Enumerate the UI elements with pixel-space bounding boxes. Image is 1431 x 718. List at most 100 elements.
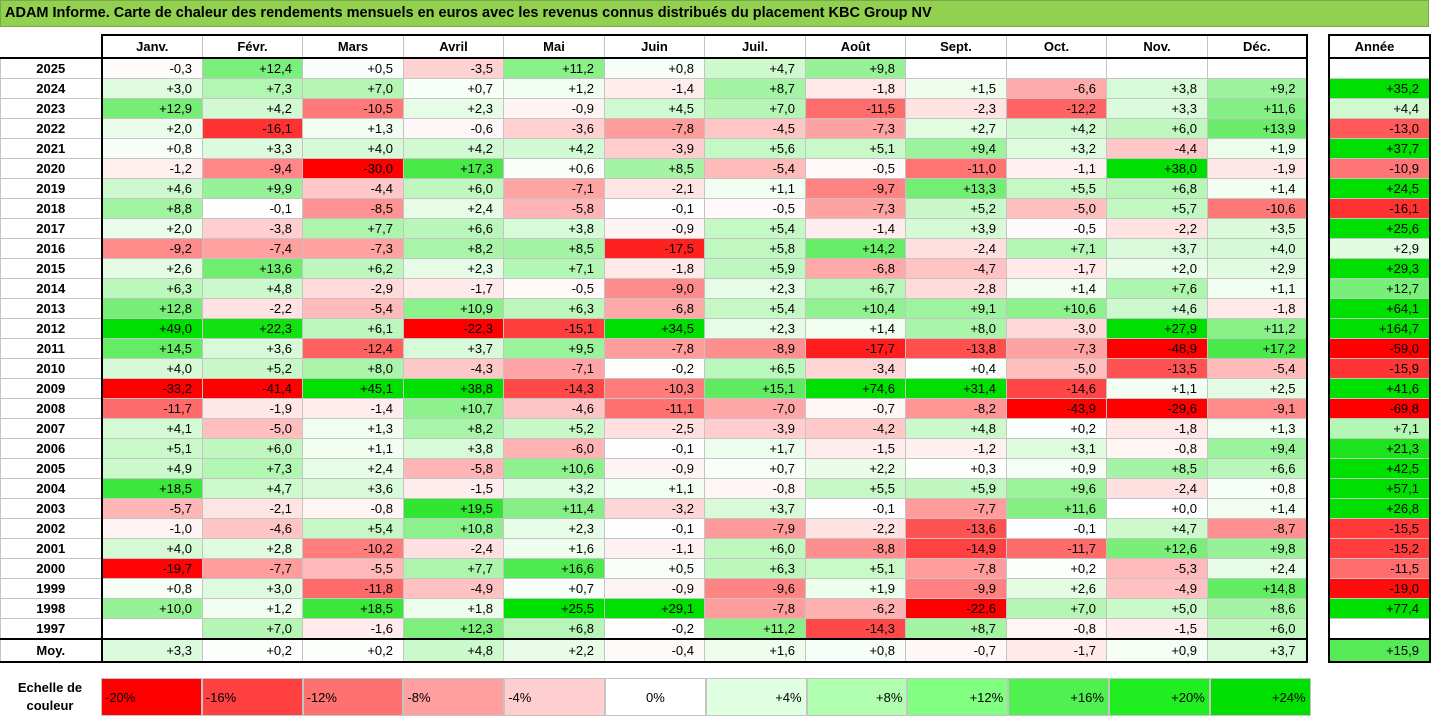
table-row: -10,9: [1328, 158, 1431, 179]
heatmap-cell: -2,4: [403, 538, 504, 559]
heatmap-cell: +3,2: [1006, 138, 1107, 159]
heatmap-cell: -7,9: [704, 518, 806, 539]
heatmap-cell: +2,0: [1106, 258, 1208, 279]
year-label: 2024: [0, 78, 102, 99]
heatmap-cell: +8,6: [1207, 598, 1308, 619]
year-label: 2008: [0, 398, 102, 419]
legend-swatch: 0%: [605, 678, 706, 716]
month-header: Avril: [403, 34, 504, 59]
table-row: 2012 +49,0 +22,3 +6,1 -22,3 -15,1 +34,5 +2,3 +1,…: [0, 318, 1308, 339]
table-row: +29,3: [1328, 258, 1431, 279]
heatmap-cell: -6,2: [805, 598, 906, 619]
heatmap-cell: -2,9: [302, 278, 404, 299]
heatmap-cell: +9,6: [1006, 478, 1107, 499]
heatmap-cell: -1,2: [905, 438, 1007, 459]
heatmap-cell: -1,8: [805, 78, 906, 99]
heatmap-cell: -0,5: [503, 278, 605, 299]
color-scale-legend: Echelle de couleur -20% -16% -12% -8% -4% 0% +…: [0, 676, 1311, 718]
heatmap-cell: +2,7: [905, 118, 1007, 139]
heatmap-cell: +18,5: [302, 598, 404, 619]
annual-cell: +57,1: [1328, 478, 1431, 499]
annual-cell: +21,3: [1328, 438, 1431, 459]
table-row: -15,5: [1328, 518, 1431, 539]
heatmap-cell: +7,1: [1006, 238, 1107, 259]
legend-swatch: +12%: [907, 678, 1009, 716]
heatmap-cell: -1,4: [604, 78, 705, 99]
heatmap-cell: -5,4: [1207, 358, 1308, 379]
heatmap-cell: -2,2: [202, 298, 303, 319]
heatmap-cell: -2,4: [905, 238, 1007, 259]
average-cell: +4,8: [403, 638, 504, 663]
table-row: +7,1: [1328, 418, 1431, 439]
heatmap-cell: -5,4: [704, 158, 806, 179]
heatmap-cell: +7,7: [403, 558, 504, 579]
heatmap-cell: -19,7: [100, 558, 203, 579]
heatmap-cell: +8,5: [604, 158, 705, 179]
heatmap-cell: +38,8: [403, 378, 504, 399]
annual-cell: +12,7: [1328, 278, 1431, 299]
annual-cell: -19,0: [1328, 578, 1431, 599]
heatmap-cell: -10,5: [302, 98, 404, 119]
heatmap-cell: -6,8: [604, 298, 705, 319]
annual-cell: +2,9: [1328, 238, 1431, 259]
table-row: 2004 +18,5 +4,7 +3,6 -1,5 +3,2 +1,1 -0,8 +5,5 +5,…: [0, 478, 1308, 499]
heatmap-cell: -3,6: [503, 118, 605, 139]
year-label: 2019: [0, 178, 102, 199]
year-label: 1999: [0, 578, 102, 599]
heatmap-cell: +14,8: [1207, 578, 1308, 599]
heatmap-cell: -0,8: [1106, 438, 1208, 459]
average-cell: +0,2: [202, 638, 303, 663]
heatmap-cell: -1,8: [604, 258, 705, 279]
table-row: 2010 +4,0 +5,2 +8,0 -4,3 -7,1 -0,2 +6,5 -3,4 +0,4…: [0, 358, 1308, 379]
heatmap-cell: +25,5: [503, 598, 605, 619]
table-row: +2,9: [1328, 238, 1431, 259]
heatmap-cell: +5,0: [1106, 598, 1208, 619]
heatmap-cell: +9,8: [805, 57, 906, 79]
heatmap-cell: +5,5: [1006, 178, 1107, 199]
heatmap-cell: +2,3: [403, 98, 504, 119]
heatmap-cell: -4,7: [905, 258, 1007, 279]
heatmap-cell: -0,9: [604, 578, 705, 599]
heatmap-cell: +4,0: [100, 538, 203, 559]
heatmap-cell: -0,5: [1006, 218, 1107, 239]
heatmap-cell: -29,6: [1106, 398, 1208, 419]
heatmap-cell: +74,6: [805, 378, 906, 399]
heatmap-cell: -0,1: [604, 518, 705, 539]
heatmap-cell: +3,0: [202, 578, 303, 599]
table-row: +12,7: [1328, 278, 1431, 299]
heatmap-cell: -1,5: [403, 478, 504, 499]
heatmap-cell: -4,9: [403, 578, 504, 599]
table-row: +26,8: [1328, 498, 1431, 519]
heatmap-cell: -6,6: [1006, 78, 1107, 99]
annual-cell: -11,5: [1328, 558, 1431, 579]
heatmap-cell: +11,2: [1207, 318, 1308, 339]
table-row: +37,7: [1328, 138, 1431, 159]
heatmap-cell: +2,6: [1006, 578, 1107, 599]
annual-cell: -15,9: [1328, 358, 1431, 379]
heatmap-cell: +8,2: [403, 418, 504, 439]
heatmap-cell: -7,8: [604, 338, 705, 359]
table-row: 1997 +7,0 -1,6 +12,3 +6,8 -0,2 +11,2 -14,3 +8,7-…: [0, 618, 1308, 640]
heatmap-cell: +1,6: [503, 538, 605, 559]
heatmap-cell: -5,4: [302, 298, 404, 319]
table-row: -19,0: [1328, 578, 1431, 599]
heatmap-cell: +9,2: [1207, 78, 1308, 99]
heatmap-cell: -2,2: [805, 518, 906, 539]
heatmap-cell: -6,0: [503, 438, 605, 459]
heatmap-cell: -3,9: [604, 138, 705, 159]
legend-swatch: +16%: [1008, 678, 1109, 716]
annual-cell: +7,1: [1328, 418, 1431, 439]
heatmap-cell: -2,1: [202, 498, 303, 519]
heatmap-cell: +10,4: [805, 298, 906, 319]
table-row: 2007 +4,1 -5,0 +1,3 +8,2 +5,2 -2,5 -3,9 -4,2 +4,8…: [0, 418, 1308, 439]
heatmap-cell: -2,2: [1106, 218, 1208, 239]
annual-average-cell: +15,9: [1328, 638, 1431, 663]
heatmap-cell: +1,7: [704, 438, 806, 459]
heatmap-cell: +3,7: [1106, 238, 1208, 259]
heatmap-cell: +12,6: [1106, 538, 1208, 559]
heatmap-cell: +10,0: [100, 598, 203, 619]
heatmap-cell: [100, 618, 203, 640]
table-row: 2002 -1,0 -4,6 +5,4 +10,8 +2,3 -0,1 -7,9 -2,2 -13…: [0, 518, 1308, 539]
heatmap-cell: +2,5: [1207, 378, 1308, 399]
heatmap-cell: -0,1: [1006, 518, 1107, 539]
